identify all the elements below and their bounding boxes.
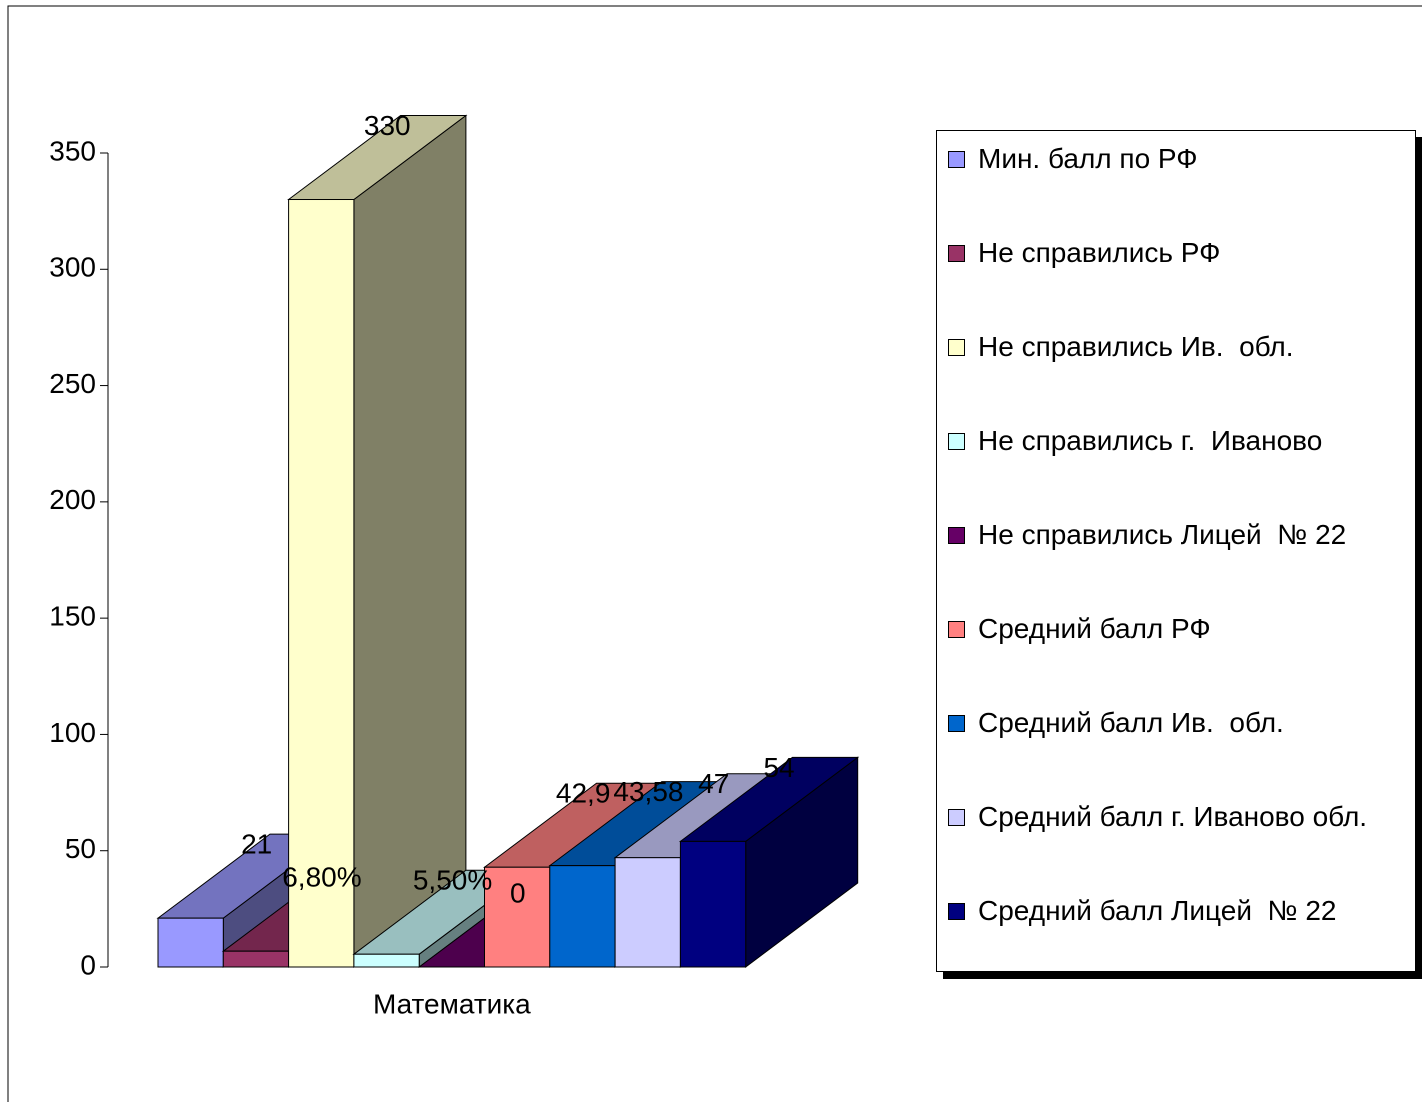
data-label: 6,80% bbox=[282, 862, 361, 893]
legend-entry: Не справились Ив. обл. bbox=[948, 327, 1408, 367]
bar bbox=[679, 840, 747, 968]
data-label: 21 bbox=[241, 829, 272, 860]
bar-side bbox=[353, 114, 467, 968]
legend-label: Средний балл Лицей № 22 bbox=[978, 895, 1337, 926]
legend-swatch bbox=[948, 151, 965, 168]
y-tick-label: 150 bbox=[49, 601, 96, 632]
frame bbox=[7, 5, 1422, 1102]
data-label: 5,50% bbox=[413, 865, 492, 896]
legend-swatch bbox=[948, 903, 965, 920]
legend-entry: Средний балл РФ bbox=[948, 609, 1408, 649]
data-label: 0 bbox=[510, 877, 526, 908]
legend-swatch bbox=[948, 245, 965, 262]
bar bbox=[549, 865, 616, 968]
legend-label: Не справились Лицей № 22 bbox=[978, 519, 1347, 550]
legend-label: Не справились РФ bbox=[978, 237, 1221, 268]
y-tick-label: 0 bbox=[80, 949, 96, 980]
y-tick-label: 350 bbox=[49, 135, 96, 166]
bar bbox=[157, 917, 224, 968]
legend-label: Средний балл г. Иваново обл. bbox=[978, 801, 1368, 832]
legend-entry: Мин. балл по РФ bbox=[948, 139, 1408, 179]
legend-entry: Средний балл Лицей № 22 bbox=[948, 891, 1408, 931]
legend-label: Не справились г. Иваново bbox=[978, 425, 1323, 456]
legend-swatch bbox=[948, 621, 965, 638]
legend-label: Средний балл РФ bbox=[978, 613, 1211, 644]
y-tick-label: 100 bbox=[49, 717, 96, 748]
legend-swatch bbox=[948, 433, 965, 450]
legend-label: Не справились Ив. обл. bbox=[978, 331, 1294, 362]
y-tick-label: 250 bbox=[49, 368, 96, 399]
y-tick-label: 50 bbox=[65, 833, 96, 864]
legend: Мин. балл по РФ Не справились РФ Не справи… bbox=[936, 130, 1416, 972]
bar bbox=[484, 866, 551, 968]
legend-swatch bbox=[948, 339, 965, 356]
data-label: 54 bbox=[763, 752, 794, 783]
legend-entry: Средний балл Ив. обл. bbox=[948, 703, 1408, 743]
legend-label: Мин. балл по РФ bbox=[978, 143, 1198, 174]
data-label: 330 bbox=[364, 110, 411, 141]
y-tick-label: 300 bbox=[49, 252, 96, 283]
legend-entry: Не справились г. Иваново bbox=[948, 421, 1408, 461]
legend-swatch bbox=[948, 715, 965, 732]
legend-label: Средний балл Ив. обл. bbox=[978, 707, 1284, 738]
data-label: 43,58 bbox=[613, 776, 683, 807]
legend-entry: Не справились РФ bbox=[948, 233, 1408, 273]
y-tick-label: 200 bbox=[49, 484, 96, 515]
legend-swatch bbox=[948, 527, 965, 544]
legend-swatch bbox=[948, 809, 965, 826]
x-tick-label: Математика bbox=[373, 988, 531, 1019]
legend-entry: Средний балл г. Иваново обл. bbox=[948, 797, 1408, 837]
data-label: 47 bbox=[698, 768, 729, 799]
bar bbox=[288, 199, 355, 968]
legend-entry: Не справились Лицей № 22 bbox=[948, 515, 1408, 555]
data-label: 42,9 bbox=[556, 778, 611, 809]
bar bbox=[614, 857, 681, 968]
bar bbox=[353, 953, 420, 968]
bar bbox=[222, 950, 290, 968]
